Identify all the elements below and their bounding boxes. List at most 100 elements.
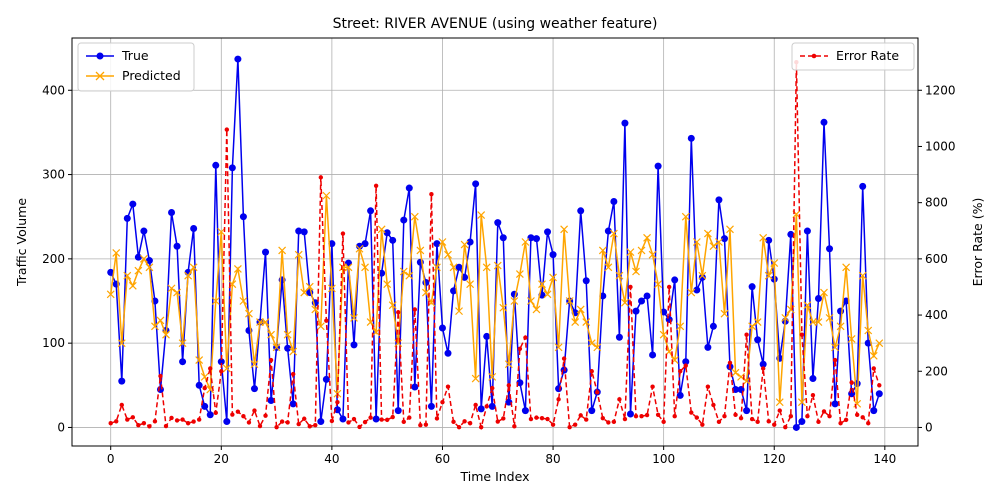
predicted-point (410, 212, 419, 221)
predicted-point (847, 335, 856, 343)
true-point (687, 134, 695, 142)
predicted-point (560, 225, 569, 234)
error-rate-point (396, 310, 401, 315)
y2-tick-label: 800 (925, 196, 948, 210)
x-tick-label: 60 (435, 452, 450, 466)
predicted-point (797, 398, 806, 407)
legend-true-marker (96, 52, 104, 60)
error-rate-point (241, 414, 246, 419)
predicted-point (438, 238, 447, 246)
predicted-point (731, 368, 740, 377)
legend-predicted-marker (95, 71, 105, 81)
true-point (654, 162, 662, 170)
series-layer (106, 55, 884, 431)
predicted-point (134, 266, 143, 275)
error-rate-point (384, 417, 390, 423)
true-point (217, 358, 225, 366)
predicted-point (609, 229, 618, 238)
error-rate-point (622, 416, 628, 422)
predicted-point (582, 318, 591, 327)
predicted-point (515, 270, 524, 278)
true-point (682, 358, 690, 366)
true-point (693, 286, 701, 294)
true-point (295, 227, 303, 235)
predicted-point (781, 313, 790, 322)
error-rate-point (224, 127, 230, 132)
true-point (179, 358, 187, 366)
predicted-point (294, 250, 303, 259)
error-rate-point (274, 424, 279, 430)
x-tick-label: 140 (873, 452, 896, 466)
predicted-point (726, 225, 734, 234)
error-rate-point (252, 408, 257, 413)
predicted-point (162, 330, 170, 339)
true-point (444, 349, 452, 357)
predicted-point (261, 318, 270, 327)
error-rate-point (650, 384, 655, 389)
true-point (300, 228, 308, 236)
predicted-point (632, 267, 640, 276)
error-rate-point (125, 417, 130, 422)
true-point (201, 402, 209, 410)
predicted-point (283, 330, 292, 339)
error-rate-point (440, 399, 445, 405)
predicted-point (466, 280, 475, 289)
y2-axis-title: Error Rate (%) (970, 198, 985, 287)
predicted-point (587, 339, 596, 348)
error-rate-point (689, 410, 694, 415)
predicted-point (820, 288, 828, 297)
true-point (765, 236, 773, 244)
error-rate-point (191, 419, 196, 424)
predicted-point (549, 273, 557, 282)
error-rate-point (711, 402, 716, 408)
error-rate-point (506, 383, 512, 388)
predicted-point (858, 271, 867, 280)
true-point (549, 251, 557, 259)
predicted-point (344, 263, 353, 272)
error-rate-point (362, 419, 368, 425)
predicted-point (123, 271, 132, 280)
predicted-point (361, 263, 369, 272)
true-point (527, 234, 535, 242)
true-point (875, 390, 883, 398)
true-point (704, 343, 712, 351)
true-point (488, 402, 496, 410)
true-point (671, 276, 679, 284)
error-rate-point (390, 414, 395, 420)
predicted-point (543, 290, 552, 299)
error-rate-point (694, 415, 700, 420)
predicted-point (267, 330, 275, 339)
error-rate-point (661, 419, 666, 425)
error-rate-point (567, 424, 572, 430)
error-rate-point (119, 402, 124, 408)
predicted-point (504, 360, 513, 369)
error-rate-point (445, 384, 451, 389)
error-rate-point (147, 424, 152, 429)
predicted-point (178, 339, 187, 348)
predicted-point (698, 271, 707, 280)
predicted-point (615, 271, 624, 280)
predicted-point (521, 238, 530, 246)
predicted-point (604, 263, 613, 272)
error-rate-point (208, 366, 213, 371)
error-rate-point (185, 421, 191, 426)
predicted-point (211, 297, 220, 305)
error-rate-point (866, 421, 871, 426)
error-rate-point (755, 419, 760, 425)
predicted-point (681, 212, 690, 221)
error-rate-point (141, 421, 147, 426)
predicted-point (692, 238, 701, 246)
error-rate-point (617, 397, 622, 402)
true-point (195, 381, 203, 389)
predicted-point (775, 398, 784, 407)
predicted-point (444, 250, 452, 259)
true-point (732, 386, 740, 394)
true-point (582, 277, 590, 285)
error-rate-point (246, 420, 252, 425)
error-rate-point (871, 366, 876, 371)
error-rate-point (484, 404, 489, 409)
error-rate-point (313, 423, 318, 428)
true-point (322, 375, 330, 383)
predicted-point (831, 343, 839, 352)
y-axis-title: Traffic Volume (14, 198, 29, 287)
